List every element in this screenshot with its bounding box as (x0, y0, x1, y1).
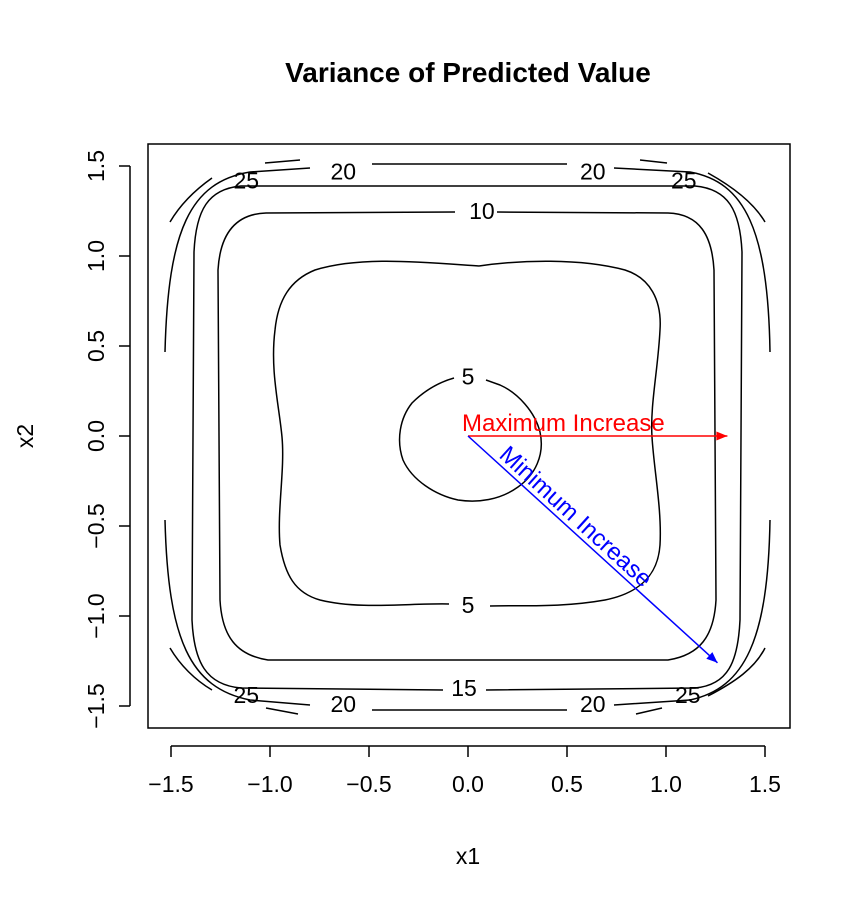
y-tick-label: −1.0 (83, 593, 109, 638)
arrows: Maximum Increase Minimum Increase (462, 410, 728, 664)
contour-line (217, 211, 717, 661)
y-tick-label: 1.0 (83, 240, 109, 272)
y-axis-label: x2 (12, 424, 38, 448)
contour-line (169, 177, 213, 223)
contour-label: 15 (451, 675, 477, 701)
x-tick-label: −0.5 (346, 771, 391, 797)
contour-label: 20 (330, 158, 356, 184)
contour-line (613, 167, 771, 353)
x-axis-label: x1 (456, 843, 480, 869)
y-tick-label: 1.5 (83, 150, 109, 182)
chart-title: Variance of Predicted Value (285, 57, 651, 88)
x-tick-label: −1.0 (247, 771, 292, 797)
y-axis: −1.5 −1.0 −0.5 0.0 0.5 1.0 1.5 (83, 150, 131, 729)
arrow-label: Maximum Increase (462, 410, 665, 437)
contour-line (169, 647, 213, 691)
contour-label: 20 (580, 158, 606, 184)
x-tick-label: −1.5 (148, 771, 193, 797)
contour-line (272, 260, 662, 607)
plot-frame (147, 143, 791, 729)
y-tick-label: 0.5 (83, 330, 109, 362)
contour-label: 25 (675, 682, 701, 708)
x-tick-label: 0.5 (551, 771, 583, 797)
arrow-label: Minimum Increase (494, 441, 657, 593)
contour-line (613, 519, 771, 706)
contour-label: 20 (330, 691, 356, 717)
x-tick-label: 0.0 (452, 771, 484, 797)
contour-lines (164, 159, 771, 715)
y-tick-label: −1.5 (83, 683, 109, 728)
contour-line (398, 377, 542, 502)
contour-line (707, 172, 766, 223)
contour-labels: 5 5 10 15 20 20 20 20 25 25 25 25 (233, 158, 700, 717)
contour-line (191, 185, 743, 691)
contour-line (164, 167, 311, 353)
contour-label: 25 (233, 167, 259, 193)
y-tick-label: −0.5 (83, 503, 109, 548)
contour-label: 10 (469, 198, 495, 224)
contour-label: 5 (462, 592, 475, 618)
x-axis: −1.5 −1.0 −0.5 0.0 0.5 1.0 1.5 (148, 745, 781, 797)
y-tick-label: 0.0 (83, 420, 109, 452)
arrow-head (716, 431, 728, 441)
contour-line (639, 159, 668, 164)
x-tick-label: 1.5 (749, 771, 781, 797)
x-tick-label: 1.0 (650, 771, 682, 797)
contour-label: 25 (671, 167, 697, 193)
contour-label: 20 (580, 691, 606, 717)
arrow-head (706, 652, 718, 663)
contour-label: 25 (233, 682, 259, 708)
contour-line (265, 707, 299, 715)
contour-label: 5 (462, 364, 475, 390)
contour-line (164, 519, 311, 706)
contour-line (707, 647, 766, 697)
contour-line (264, 159, 301, 164)
arrow-line (467, 435, 718, 664)
contour-line (635, 707, 663, 715)
